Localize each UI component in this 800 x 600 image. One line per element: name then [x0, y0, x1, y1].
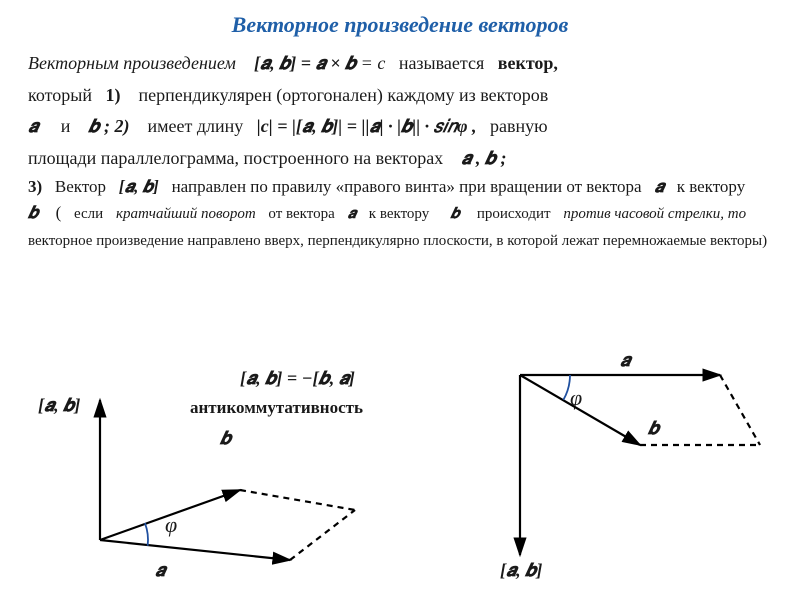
t-kp: кратчайший поворот — [116, 206, 256, 222]
t-esli: если — [74, 206, 103, 222]
t-b2: 𝒃 ; 2) — [88, 116, 129, 136]
t-3: 3) — [28, 177, 42, 196]
t-right: направлен по правилу «правого винта» при… — [172, 177, 642, 196]
label-ab-right: [𝒂, 𝒃] — [500, 560, 542, 581]
rule-paragraph: 3) Вектор [𝒂, 𝒃] направлен по правилу «п… — [28, 174, 772, 253]
label-a-right: 𝒂 — [620, 350, 630, 371]
t-ab4: 𝒂 , 𝒃 ; — [461, 148, 506, 168]
t-vec: Вектор — [55, 177, 106, 196]
label-b-right: 𝒃 — [648, 418, 659, 439]
t-b6: 𝒃 — [451, 206, 460, 222]
t-naz: называется — [399, 53, 484, 73]
t-vektor: вектор, — [498, 53, 558, 73]
t-rav: равную — [490, 116, 548, 136]
t-kot: который — [28, 85, 92, 105]
t-ccw: против часовой стрелки, то — [563, 206, 746, 222]
t-eq-c: = с — [361, 53, 386, 73]
definition-paragraph: Векторным произведением [𝒂, 𝒃] = 𝒂 × 𝒃 =… — [28, 48, 772, 174]
t-b5: 𝒃 — [28, 203, 39, 222]
t-vp: Векторным произведением — [28, 53, 236, 73]
t-kv: к вектору — [677, 177, 746, 196]
page-title: Векторное произведение векторов — [28, 12, 772, 38]
t-ab-eq: [𝒂, 𝒃] = 𝒂 × 𝒃 — [254, 53, 356, 73]
anticommutative-label: антикоммутативность — [190, 398, 363, 418]
anticommutative-formula: [𝒂, 𝒃] = −[𝒃, 𝒂] — [240, 368, 355, 389]
t-lenf: |c| = |[𝒂, 𝒃]| = ||𝒂| · |𝒃|| · 𝑠𝑖𝑛φ , — [257, 116, 477, 136]
t-i: и — [61, 116, 71, 136]
t-rest: векторное произведение направлено вверх,… — [28, 233, 767, 249]
label-a-left: 𝒂 — [155, 560, 165, 581]
t-a: 𝒂 — [28, 116, 38, 136]
label-b-left: 𝒃 — [220, 428, 231, 449]
t-perp: перпендикулярен (ортогонален) каждому из… — [138, 85, 548, 105]
t-ot: от вектора — [268, 206, 334, 222]
t-a6: 𝒂 — [348, 206, 357, 222]
t-1: 1) — [105, 85, 120, 105]
label-phi-right: φ — [570, 385, 582, 411]
t-a5: 𝒂 — [654, 177, 664, 196]
label-phi-left: φ — [165, 512, 177, 538]
t-pro: происходит — [477, 206, 551, 222]
t-ab5: [𝒂, 𝒃] — [119, 177, 159, 196]
t-kv2: к вектору — [369, 206, 429, 222]
t-area: площади параллелограмма, построенного на… — [28, 148, 443, 168]
t-par: ( — [56, 203, 62, 222]
t-len: имеет длину — [148, 116, 244, 136]
label-ab-left: [𝒂, 𝒃] — [38, 395, 80, 416]
